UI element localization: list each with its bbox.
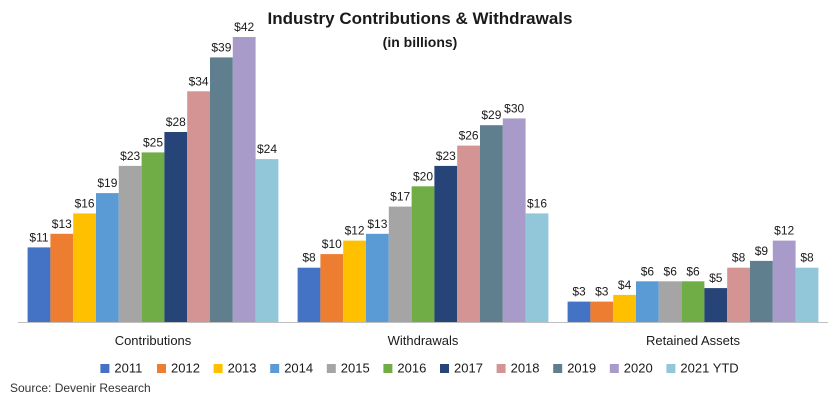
data-label: $16 (75, 196, 95, 210)
legend-swatch (270, 364, 280, 373)
legend-label: 2015 (341, 361, 370, 376)
x-tick-label: Contributions (115, 333, 192, 348)
bar (480, 125, 503, 322)
x-tick-label: Withdrawals (388, 333, 459, 348)
data-label: $19 (97, 176, 117, 190)
legend-swatch (326, 364, 336, 373)
data-label: $13 (52, 217, 72, 231)
bar (567, 301, 591, 322)
bar (164, 132, 188, 322)
bar (232, 37, 256, 322)
legend-label: 2018 (511, 361, 540, 376)
bar (187, 91, 210, 322)
legend-label: 2021 YTD (680, 361, 738, 376)
bar (411, 186, 435, 322)
bar (704, 288, 728, 322)
data-label: $6 (641, 264, 655, 278)
bar (772, 240, 796, 322)
chart-title: Industry Contributions & Withdrawals (267, 9, 573, 28)
bar (727, 267, 750, 322)
bar (343, 240, 366, 322)
data-label: $3 (595, 285, 609, 299)
data-label: $6 (686, 264, 700, 278)
data-label: $39 (211, 40, 231, 54)
legend-label: 2019 (567, 361, 596, 376)
data-label: $16 (527, 196, 547, 210)
bar (141, 152, 165, 322)
legend-swatch (440, 364, 449, 373)
data-label: $5 (709, 271, 723, 285)
legend-swatch (100, 364, 110, 373)
data-label: $42 (234, 20, 254, 34)
legend-label: 2016 (397, 361, 426, 376)
data-label: $23 (436, 149, 456, 163)
legend-label: 2012 (171, 361, 200, 376)
data-label: $26 (459, 129, 479, 143)
legend-label: 2017 (454, 361, 483, 376)
bar (255, 159, 279, 322)
data-label: $24 (257, 142, 277, 156)
data-label: $4 (618, 278, 632, 292)
data-label: $34 (189, 74, 209, 88)
legend-swatch (496, 364, 506, 373)
bar (502, 118, 526, 323)
legend-label: 2011 (114, 361, 142, 376)
bar (525, 213, 549, 322)
bar (118, 165, 142, 322)
data-label: $12 (774, 224, 794, 238)
data-label: $25 (143, 135, 163, 149)
x-tick-label: Retained Assets (646, 333, 740, 348)
bar (795, 267, 819, 322)
bar (320, 254, 344, 322)
data-label: $20 (413, 169, 433, 183)
bar (658, 281, 682, 322)
data-label: $8 (732, 251, 746, 265)
legend-label: 2013 (228, 361, 257, 376)
data-label: $11 (29, 230, 48, 244)
legend-label: 2014 (284, 361, 313, 376)
bar (388, 206, 412, 322)
data-label: $8 (800, 251, 814, 265)
data-label: $30 (504, 101, 524, 115)
legend-label: 2020 (624, 361, 653, 376)
bar (297, 267, 321, 322)
data-label: $10 (322, 237, 342, 251)
data-label: $23 (120, 149, 140, 163)
data-label: $8 (302, 251, 316, 265)
bar (681, 281, 705, 322)
bar (590, 301, 614, 322)
legend-swatch (666, 364, 676, 373)
chart-subtitle: (in billions) (382, 34, 458, 50)
legend-swatch (609, 364, 619, 373)
bar (210, 57, 233, 323)
bar (50, 233, 74, 322)
legend-swatch (213, 364, 223, 373)
data-label: $9 (755, 244, 769, 258)
legend-swatch (383, 364, 393, 373)
legend-swatch (553, 364, 563, 373)
bar (27, 247, 51, 322)
bar (366, 233, 389, 322)
bar (434, 165, 458, 322)
data-label: $3 (572, 285, 586, 299)
bar (457, 145, 480, 322)
bar (750, 260, 773, 322)
data-label: $28 (166, 115, 186, 129)
bar (73, 213, 96, 322)
legend-swatch (157, 364, 166, 373)
bar (96, 193, 119, 322)
data-label: $29 (481, 108, 501, 122)
bar (636, 281, 659, 322)
data-label: $13 (367, 217, 387, 231)
data-label: $12 (345, 224, 365, 238)
source-note: Source: Devenir Research (10, 381, 151, 395)
data-label: $6 (664, 264, 678, 278)
bar (613, 294, 636, 322)
data-label: $17 (390, 190, 410, 204)
